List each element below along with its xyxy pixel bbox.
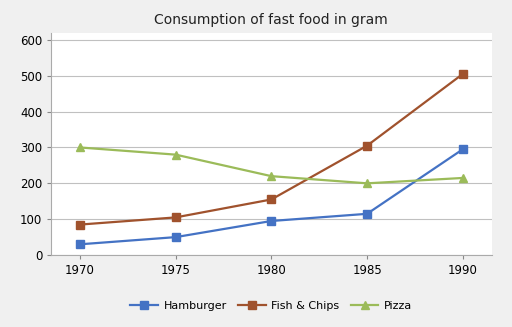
Hamburger (77, 242, 83, 246)
Fish & Chips (268, 198, 274, 201)
Line: Pizza: Pizza (76, 143, 467, 187)
Pizza (460, 176, 466, 180)
Pizza (173, 153, 179, 157)
Hamburger (173, 235, 179, 239)
Fish & Chips (173, 215, 179, 219)
Pizza (77, 146, 83, 149)
Fish & Chips (364, 144, 370, 147)
Line: Fish & Chips: Fish & Chips (76, 70, 467, 229)
Hamburger (268, 219, 274, 223)
Title: Consumption of fast food in gram: Consumption of fast food in gram (155, 13, 388, 27)
Pizza (268, 174, 274, 178)
Line: Hamburger: Hamburger (76, 145, 467, 249)
Pizza (364, 181, 370, 185)
Hamburger (364, 212, 370, 216)
Fish & Chips (77, 223, 83, 227)
Hamburger (460, 147, 466, 151)
Legend: Hamburger, Fish & Chips, Pizza: Hamburger, Fish & Chips, Pizza (126, 296, 417, 315)
Fish & Chips (460, 72, 466, 76)
